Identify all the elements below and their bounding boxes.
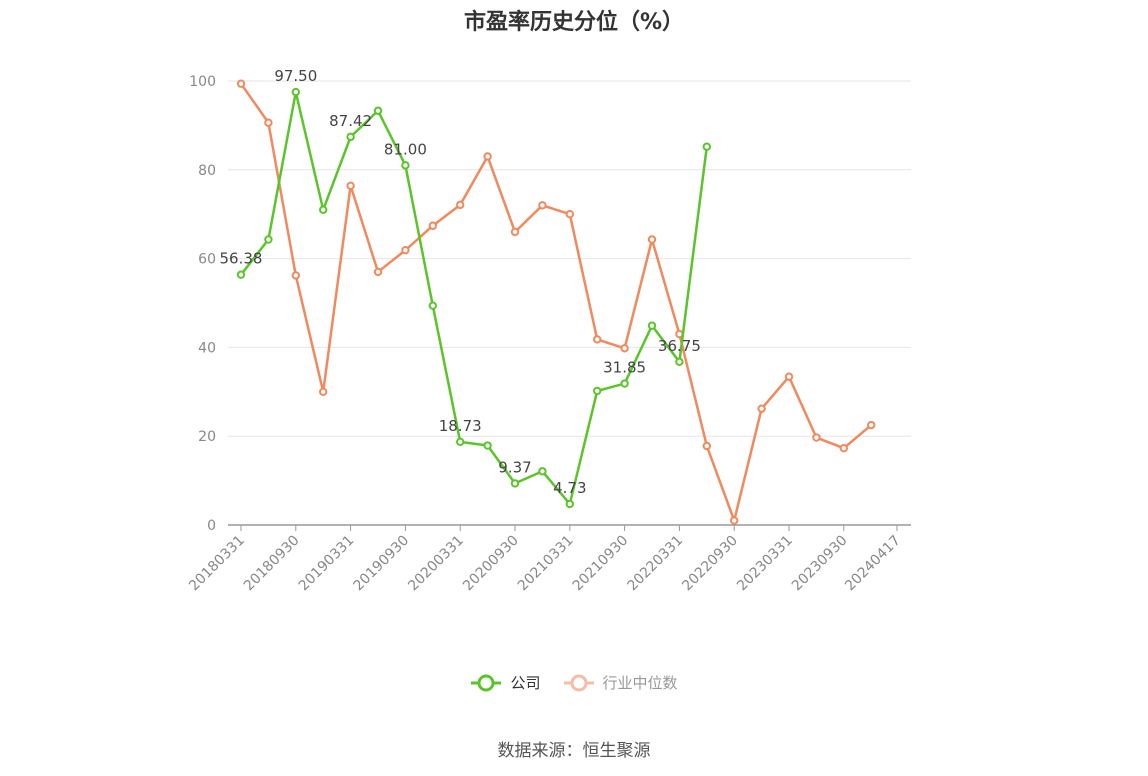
data-label: 56.38 <box>220 250 263 268</box>
data-point-company[interactable] <box>675 357 684 367</box>
data-point-company[interactable] <box>428 301 437 310</box>
data-point-industry-median[interactable] <box>730 516 739 525</box>
data-point-company[interactable] <box>510 479 520 488</box>
data-point-industry-median[interactable] <box>236 79 246 88</box>
data-point-industry-median[interactable] <box>757 404 766 413</box>
data-point-company[interactable] <box>538 467 547 476</box>
data-label: 4.73 <box>553 479 586 497</box>
data-point-company[interactable] <box>620 379 629 388</box>
data-point-industry-median[interactable] <box>620 344 629 353</box>
legend-industry-marker-icon <box>563 674 594 691</box>
line-chart: 0 20 40 60 80 100 2018033120180930201903312019… <box>186 67 911 594</box>
x-tick-label: 20200331 <box>405 533 467 595</box>
gridlines <box>228 80 911 437</box>
legend-item-company[interactable]: 公司 <box>470 672 541 693</box>
data-point-industry-median[interactable] <box>291 271 300 280</box>
x-tick-label: 20190930 <box>351 533 413 595</box>
data-point-company[interactable] <box>264 235 273 244</box>
x-tick-label: 20210331 <box>515 533 577 595</box>
y-tick-label: 80 <box>198 163 216 179</box>
data-point-company[interactable] <box>346 132 355 142</box>
y-tick-label: 20 <box>198 429 216 445</box>
legend-item-industry-median[interactable]: 行业中位数 <box>563 672 678 693</box>
data-point-industry-median[interactable] <box>456 200 465 210</box>
y-tick-label: 100 <box>189 74 216 90</box>
data-point-company[interactable] <box>319 205 328 214</box>
legend-industry-label: 行业中位数 <box>602 674 678 692</box>
y-tick-label: 40 <box>198 340 216 356</box>
data-point-industry-median[interactable] <box>510 227 520 237</box>
data-point-company[interactable] <box>456 437 465 447</box>
data-point-industry-median[interactable] <box>702 441 711 451</box>
x-tick-label: 20190331 <box>296 533 358 595</box>
data-label: 87.42 <box>329 112 372 130</box>
data-point-industry-median[interactable] <box>839 443 848 453</box>
x-tick-label: 20220331 <box>625 533 687 595</box>
data-point-industry-median[interactable] <box>812 433 821 442</box>
x-tick-label: 20220930 <box>679 533 741 595</box>
data-point-company[interactable] <box>702 142 711 151</box>
data-point-industry-median[interactable] <box>373 267 383 277</box>
data-label: 9.37 <box>498 458 531 476</box>
data-point-industry-median[interactable] <box>264 118 273 127</box>
data-point-industry-median[interactable] <box>483 152 492 161</box>
data-point-industry-median[interactable] <box>319 387 328 396</box>
legend-company-label: 公司 <box>510 674 541 692</box>
data-point-industry-median[interactable] <box>647 235 657 244</box>
data-point-company[interactable] <box>593 386 602 396</box>
data-point-industry-median[interactable] <box>346 181 355 190</box>
data-point-company[interactable] <box>483 441 492 450</box>
x-tick-label: 20240417 <box>842 533 904 595</box>
data-point-company[interactable] <box>565 499 574 509</box>
legend-company-marker-icon <box>471 674 502 691</box>
data-point-industry-median[interactable] <box>538 201 547 210</box>
data-labels: 56.38 97.50 87.42 81.00 18.73 9.37 4.73 31.85 36… <box>220 67 701 497</box>
series-line-company <box>240 90 709 506</box>
data-label: 36.75 <box>658 337 701 355</box>
data-point-industry-median[interactable] <box>867 420 876 430</box>
data-point-industry-median[interactable] <box>565 210 574 219</box>
data-point-industry-median[interactable] <box>428 221 437 230</box>
data-label: 81.00 <box>384 140 427 158</box>
series-line-industry-median <box>239 82 873 522</box>
data-point-company[interactable] <box>291 87 300 97</box>
data-point-industry-median[interactable] <box>401 245 410 255</box>
data-label: 31.85 <box>603 359 646 377</box>
data-point-company[interactable] <box>401 161 410 170</box>
series-lines <box>236 79 876 525</box>
data-label: 97.50 <box>274 67 317 85</box>
y-tick-label: 0 <box>207 518 216 534</box>
x-tick-label: 20180930 <box>241 533 303 595</box>
data-point-company[interactable] <box>236 270 246 279</box>
x-tick-label: 20230331 <box>734 533 796 595</box>
data-point-company[interactable] <box>647 321 657 330</box>
data-point-industry-median[interactable] <box>593 335 602 344</box>
legend: 公司 行业中位数 <box>0 672 1148 693</box>
data-point-company[interactable] <box>373 106 383 115</box>
x-tick-label: 20210930 <box>570 533 632 595</box>
x-tick-label: 20180331 <box>186 533 248 595</box>
data-label: 18.73 <box>439 417 482 435</box>
data-point-industry-median[interactable] <box>784 372 794 381</box>
chart-title: 市盈率历史分位（%） <box>463 10 685 35</box>
axes: 0 20 40 60 80 100 2018033120180930201903312019… <box>186 74 911 594</box>
y-tick-label: 60 <box>198 252 216 268</box>
source-note: 数据来源：恒生聚源 <box>497 741 651 761</box>
x-tick-label: 20200930 <box>460 533 522 595</box>
x-tick-label: 20230930 <box>789 533 851 595</box>
